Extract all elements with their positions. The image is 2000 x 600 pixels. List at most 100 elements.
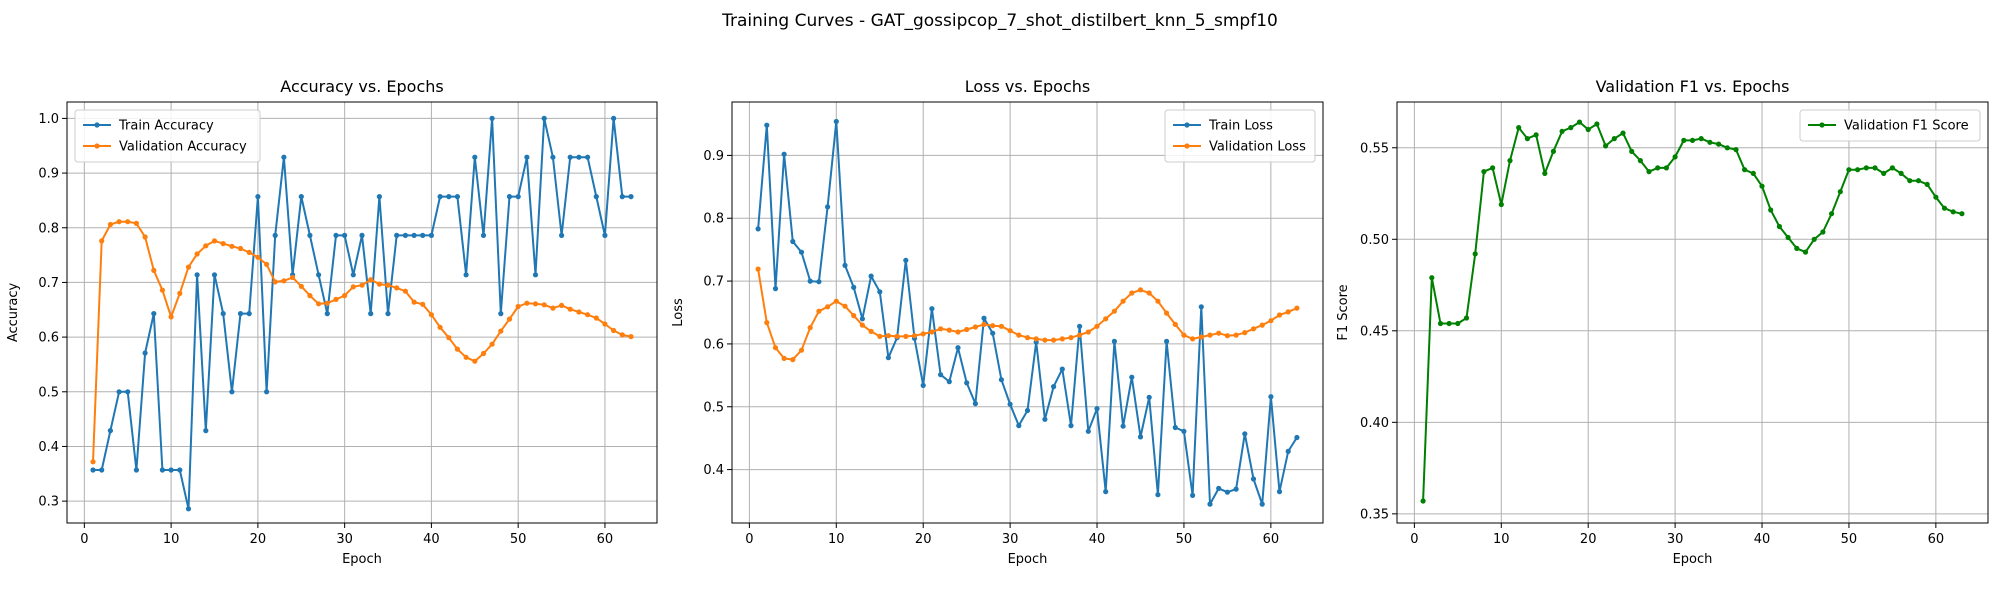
x-tick-label: 10 xyxy=(828,532,845,547)
data-point xyxy=(1490,165,1496,171)
data-point xyxy=(1103,316,1109,322)
data-point xyxy=(1655,165,1661,171)
x-tick-label: 30 xyxy=(336,532,353,547)
data-point xyxy=(903,333,909,339)
data-point xyxy=(920,331,926,337)
data-point xyxy=(437,324,443,330)
y-axis-label: Loss xyxy=(671,298,686,327)
data-point xyxy=(541,115,547,121)
data-point xyxy=(324,300,330,306)
data-point xyxy=(446,194,452,200)
data-point xyxy=(1033,336,1039,342)
data-point xyxy=(420,232,426,238)
data-point xyxy=(1776,223,1782,230)
data-point xyxy=(1941,205,1948,211)
data-point xyxy=(790,357,796,363)
y-tick-label: 0.5 xyxy=(703,400,724,415)
data-point xyxy=(1285,448,1291,454)
data-point xyxy=(1516,125,1522,131)
data-point xyxy=(1959,211,1965,217)
legend-label-1: Train Accuracy xyxy=(118,119,214,134)
data-point xyxy=(1111,338,1117,344)
data-point xyxy=(1216,485,1222,491)
data-point xyxy=(255,194,261,200)
data-point xyxy=(316,301,322,307)
data-point xyxy=(798,347,805,353)
data-point xyxy=(220,241,226,247)
data-point xyxy=(264,261,270,267)
data-point xyxy=(911,333,918,339)
data-point xyxy=(1137,434,1144,440)
data-point xyxy=(842,303,848,309)
data-point xyxy=(1233,332,1239,338)
data-point xyxy=(1872,165,1878,171)
data-point xyxy=(151,267,157,273)
data-point xyxy=(1242,330,1248,336)
data-point xyxy=(602,321,608,327)
data-point xyxy=(1794,245,1800,251)
legend-marker-2 xyxy=(1184,143,1190,149)
x-tick-label: 0 xyxy=(80,532,88,547)
legend-box xyxy=(1164,109,1316,163)
legend-box xyxy=(1799,109,1981,142)
data-point xyxy=(142,350,148,356)
data-point xyxy=(1024,335,1031,341)
data-point xyxy=(1042,337,1048,343)
data-point xyxy=(1146,290,1152,296)
data-point xyxy=(1259,501,1265,507)
data-point xyxy=(532,272,539,278)
data-point xyxy=(1094,323,1100,329)
data-point xyxy=(290,274,296,281)
data-point xyxy=(133,220,139,226)
data-point xyxy=(1207,501,1213,507)
data-point xyxy=(506,316,513,322)
data-point xyxy=(472,358,478,364)
data-point xyxy=(1146,394,1152,400)
data-point xyxy=(1207,332,1213,338)
data-point xyxy=(1250,476,1257,482)
data-point xyxy=(1051,384,1057,390)
data-point xyxy=(1829,211,1835,217)
data-point xyxy=(1111,308,1117,314)
data-point xyxy=(593,194,599,200)
data-point xyxy=(1550,148,1556,154)
data-point xyxy=(342,293,348,299)
data-point xyxy=(1898,170,1904,176)
data-point xyxy=(1077,323,1083,329)
data-point xyxy=(1181,428,1187,434)
data-point xyxy=(1481,169,1487,175)
data-point xyxy=(1024,407,1031,414)
data-point xyxy=(1129,374,1135,380)
data-point xyxy=(237,245,244,252)
data-point xyxy=(1233,486,1239,492)
data-point xyxy=(1759,183,1765,189)
legend: Train Accuracy Validation Accuracy xyxy=(74,109,261,163)
data-point xyxy=(463,272,469,278)
data-point xyxy=(1250,326,1257,332)
data-point xyxy=(316,272,322,278)
data-point xyxy=(489,341,495,347)
data-point xyxy=(1907,178,1913,184)
data-point xyxy=(619,194,625,200)
data-point xyxy=(133,467,139,473)
y-tick-label: 0.8 xyxy=(38,221,59,236)
data-point xyxy=(938,372,944,378)
data-point xyxy=(755,226,761,232)
data-point xyxy=(1863,165,1869,171)
data-point xyxy=(1498,201,1504,208)
data-point xyxy=(1437,320,1444,327)
data-point xyxy=(1085,329,1091,335)
x-tick-label: 50 xyxy=(1841,532,1858,547)
data-point xyxy=(151,311,157,317)
data-point xyxy=(237,311,244,317)
data-point xyxy=(194,272,200,278)
data-point xyxy=(1294,434,1300,441)
data-point xyxy=(946,379,952,385)
data-point xyxy=(125,219,131,225)
data-point xyxy=(1164,338,1170,344)
data-point xyxy=(1933,194,1939,200)
data-point xyxy=(877,333,883,339)
figure-suptitle: Training Curves - GAT_gossipcop_7_shot_d… xyxy=(721,11,1278,31)
data-point xyxy=(1689,137,1696,143)
subplot-title: Accuracy vs. Epochs xyxy=(280,77,443,96)
